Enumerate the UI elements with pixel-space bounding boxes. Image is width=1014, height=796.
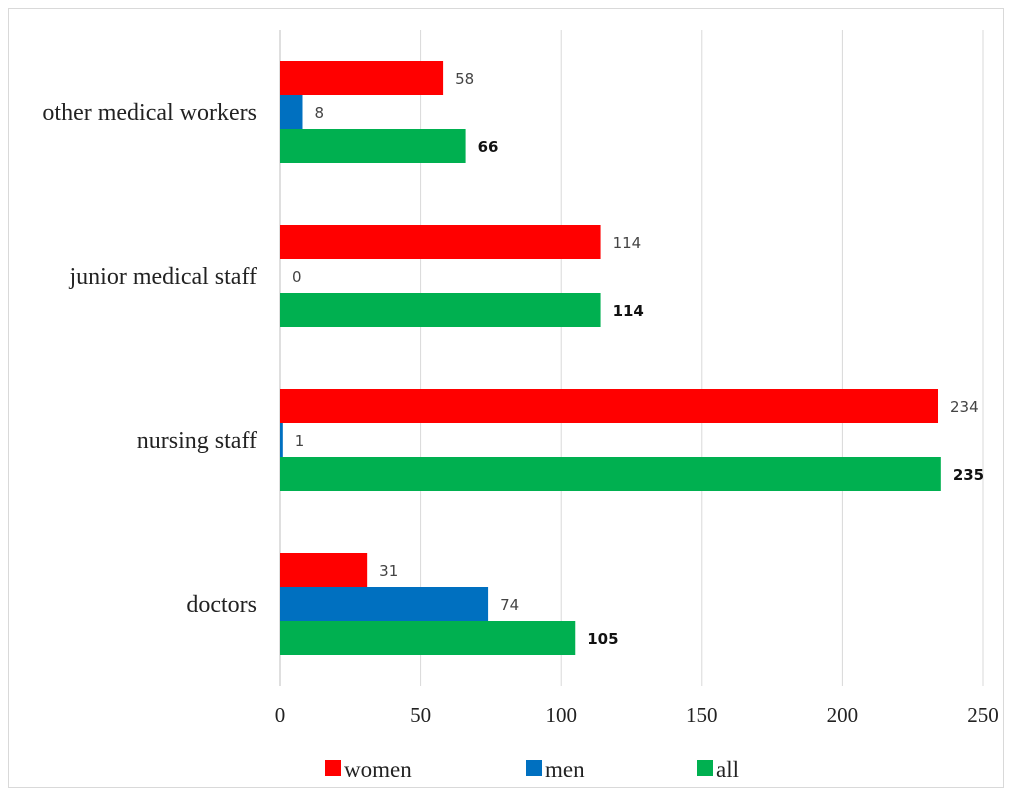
data-label-women: 31 — [379, 562, 398, 580]
data-label-all: 105 — [587, 630, 618, 648]
x-tick-label: 250 — [967, 703, 999, 727]
data-labels: 31 74 105 234 1 235 114 0 114 58 8 66 — [292, 70, 984, 648]
category-label: other medical workers — [42, 100, 257, 126]
data-label-women: 114 — [613, 234, 642, 252]
bar-all — [280, 621, 576, 655]
legend-swatch — [697, 760, 713, 776]
data-label-women: 234 — [950, 398, 979, 416]
legend-label: all — [716, 757, 739, 782]
legend-swatch — [325, 760, 341, 776]
data-label-all: 235 — [953, 466, 984, 484]
bar-women — [280, 61, 444, 95]
bar-men — [280, 423, 283, 457]
category-label: doctors — [186, 592, 257, 618]
data-label-men: 8 — [314, 104, 324, 122]
data-label-men: 74 — [500, 596, 519, 614]
category-label: junior medical staff — [69, 264, 258, 290]
x-tick-label: 50 — [410, 703, 431, 727]
bars — [280, 61, 941, 655]
data-label-men: 0 — [292, 268, 302, 286]
legend-item-all: all — [697, 757, 739, 782]
x-axis-ticks: 0 50 100 150 200 250 — [275, 703, 999, 727]
bar-all — [280, 457, 941, 491]
legend-label: women — [344, 757, 412, 782]
bar-men — [280, 95, 303, 129]
bar-women — [280, 225, 601, 259]
x-tick-label: 200 — [827, 703, 859, 727]
x-tick-label: 150 — [686, 703, 718, 727]
bar-men — [280, 587, 489, 621]
data-label-men: 1 — [295, 432, 305, 450]
legend-item-women: women — [325, 757, 412, 782]
data-label-all: 114 — [613, 302, 644, 320]
legend: women men all — [325, 757, 739, 782]
bar-women — [280, 389, 939, 423]
legend-swatch — [526, 760, 542, 776]
x-tick-label: 0 — [275, 703, 286, 727]
bar-all — [280, 293, 601, 327]
x-tick-label: 100 — [545, 703, 577, 727]
legend-label: men — [545, 757, 585, 782]
data-label-all: 66 — [478, 138, 499, 156]
category-label: nursing staff — [137, 428, 257, 454]
legend-item-men: men — [526, 757, 585, 782]
category-labels: doctors nursing staff junior medical staff… — [42, 100, 257, 618]
bar-all — [280, 129, 466, 163]
bar-women — [280, 553, 368, 587]
data-label-women: 58 — [455, 70, 474, 88]
